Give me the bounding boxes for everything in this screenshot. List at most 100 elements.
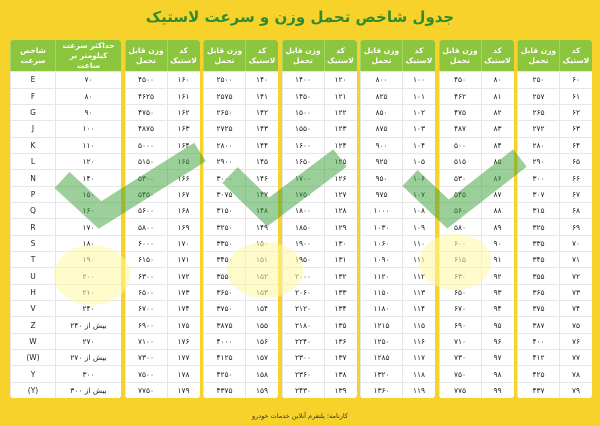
table-cell: ۲۳۰۰: [281, 350, 324, 366]
table-cell: ۳۷۵: [517, 301, 559, 317]
table-cell: ۷۵۰۰: [124, 366, 167, 382]
table-cell: ۲۹۰: [517, 153, 559, 170]
table-cell: ۱۸۵۰: [281, 219, 324, 235]
table-cell: ۶۴: [559, 137, 592, 153]
table-cell: ۱۶۷: [166, 186, 200, 203]
table-cell: ۲۵۷۵: [203, 88, 245, 104]
table-cell: ۱۴۱: [245, 88, 278, 104]
table-row: ۱۰۴ ۹۰۰: [360, 136, 435, 153]
table-row: ۱۶۰ ۴۵۰۰: [124, 71, 200, 88]
table-cell: ۱۴۲: [245, 104, 278, 121]
table-cell: ۱۱۴: [402, 301, 435, 317]
table-row: ۶۹ ۳۲۵: [517, 218, 592, 235]
table-cell: ۷۰: [559, 235, 592, 252]
table-cell: ۱۶۴: [166, 137, 200, 153]
table-row: ۱۸۰ S: [10, 234, 121, 252]
table-cell: ۱۴۶: [245, 170, 278, 186]
table-cell: ۳۸۷۵: [203, 317, 245, 333]
table-cell: R: [10, 219, 55, 235]
table-cell: ۴۵۰: [438, 72, 481, 88]
table-cell: ۱۱۹: [402, 382, 435, 398]
table-cell: ۱۳۷: [323, 350, 357, 366]
load-table: کد لاستیک وزن قابل تحمل ۱۲۰ ۱۴۰۰ ۱۲۱ ۱۴۵۰ ۱۲۲ ۱…: [281, 40, 357, 398]
table-cell: ۹۶: [480, 333, 514, 350]
table-row: ۱۰۵ ۹۲۵: [360, 152, 435, 170]
table-row: ۸۹ ۵۸۰: [438, 218, 514, 235]
table-row: ۱۲۸ ۱۸۰۰: [281, 202, 357, 219]
table-row: ۱۳۴ ۲۱۲۰: [281, 300, 357, 317]
table-cell: ۱۲۴: [323, 137, 357, 153]
table-cell: ۴۰۰۰: [203, 333, 245, 350]
table-row: ۱۲۰ L: [10, 152, 121, 170]
table-cell: ۲۴۳۰: [281, 382, 324, 398]
table-cell: ۳۱۵۰: [203, 203, 245, 219]
load-table: کد لاستیک وزن قابل تحمل ۱۰۰ ۸۰۰ ۱۰۱ ۸۲۵ ۱۰۲ ۸۵۰…: [360, 40, 435, 398]
table-cell: ۹۷: [480, 350, 514, 366]
table-cell: ۶۳: [559, 121, 592, 137]
table-cell: ۱۱۱: [402, 252, 435, 268]
table-cell: ۲۶۵۰: [203, 104, 245, 121]
table-cell: ۳۴۵: [517, 252, 559, 268]
table-cell: ۳۰۰: [55, 366, 121, 382]
table-row: ۱۱۷ ۱۲۸۵: [360, 349, 435, 366]
table-row: ۸۴ ۵۰۰: [438, 136, 514, 153]
table-cell: ۵۱۵۰: [124, 153, 167, 170]
load-table: کد لاستیک وزن قابل تحمل ۱۶۰ ۴۵۰۰ ۱۶۱ ۴۶۲۵ ۱۶۲ ۴…: [124, 40, 200, 398]
table-cell: ۷۶: [559, 333, 592, 350]
header-row: کد لاستیک وزن قابل تحمل: [281, 40, 357, 72]
table-row: ۱۳۲ ۲۰۰۰: [281, 267, 357, 284]
table-cell: ۱۱۸: [402, 366, 435, 382]
table-cell: ۱۱۰: [55, 137, 121, 153]
load-table: کد لاستیک وزن قابل تحمل ۶۰ ۲۵۰ ۶۱ ۲۵۷ ۶۲ ۲۶۵ ۶۳ ۲…: [517, 40, 592, 398]
table-row: ۱۱۱ ۱۰۹۰: [360, 251, 435, 268]
table-cell: ۱۷۰۰: [281, 170, 324, 186]
table-cell: ۱۰۹۰: [360, 252, 402, 268]
table-cell: ۶۷۰: [438, 301, 481, 317]
table-cell: ۲۸۰: [517, 137, 559, 153]
table-cell: V: [10, 301, 55, 317]
table-cell: ۱۶۱: [166, 88, 200, 104]
table-cell: ۸۲۵: [360, 88, 402, 104]
table-row: ۱۶۵ ۵۱۵۰: [124, 152, 200, 170]
table-row: ۱۱۴ ۱۱۸۰: [360, 300, 435, 317]
table-cell: ۲۷۰: [55, 333, 121, 350]
table-cell: ۱۷۲: [166, 268, 200, 284]
table-cell: ۴۶۲: [438, 88, 481, 104]
table-cell: ۱۳۴: [323, 301, 357, 317]
table-row: ۱۵۰ P: [10, 185, 121, 203]
table-row: ۸۱ ۴۶۲: [438, 87, 514, 104]
load-table: کد لاستیک وزن قابل تحمل ۱۴۰ ۲۵۰۰ ۱۴۱ ۲۵۷۵ ۱۴۲ ۲…: [203, 40, 278, 398]
table-row: ۱۶۹ ۵۸۰۰: [124, 218, 200, 235]
table-cell: ۷۰: [55, 72, 121, 88]
table-cell: ۱۲۸۵: [360, 350, 402, 366]
table-cell: ۳۰۰۰: [203, 170, 245, 186]
table-cell: ۳۶۵: [517, 284, 559, 301]
table-cell: ۹۸: [480, 366, 514, 382]
table-row: ۶۵ ۲۹۰: [517, 152, 592, 170]
table-cell: ۱۴۵۰: [281, 88, 324, 104]
table-cell: ۲۳۶۰: [281, 366, 324, 382]
table-row: ۷۴ ۳۷۵: [517, 300, 592, 317]
table-row: ۸۰ ۴۵۰: [438, 71, 514, 88]
title: جدول شاخص تحمل وزن و سرعت لاستیک: [145, 8, 455, 26]
table-cell: ۹۵: [480, 317, 514, 333]
table-cell: ۶۲: [559, 104, 592, 121]
table-row: ۹۹ ۷۷۵: [438, 381, 514, 398]
table-cell: ۱۱۷: [402, 350, 435, 366]
table-cell: ۱۴۳: [245, 121, 278, 137]
table-cell: ۱۲۰: [55, 153, 121, 170]
table-cell: ۱۵۰: [55, 186, 121, 203]
table-row: ۱۱۰ ۱۰۶۰: [360, 234, 435, 252]
table-row: ۹۸ ۷۵۰: [438, 365, 514, 382]
table-row: ۱۵۵ ۳۸۷۵: [203, 316, 278, 333]
table-row: ۱۰۳ ۸۷۵: [360, 120, 435, 137]
table-cell: ۳۳۵: [517, 235, 559, 252]
table-row: ۹۷ ۷۳۰: [438, 349, 514, 366]
table-cell: ۱۷۶: [166, 333, 200, 350]
table-cell: ۱۵۸: [245, 366, 278, 382]
table-cell: ۹۷۵: [360, 186, 402, 203]
header-cell: کد لاستیک: [323, 40, 357, 72]
table-cell: ۱۶۹: [166, 219, 200, 235]
table-cell: ۱۱۶: [402, 333, 435, 350]
table-cell: Y: [10, 366, 55, 382]
